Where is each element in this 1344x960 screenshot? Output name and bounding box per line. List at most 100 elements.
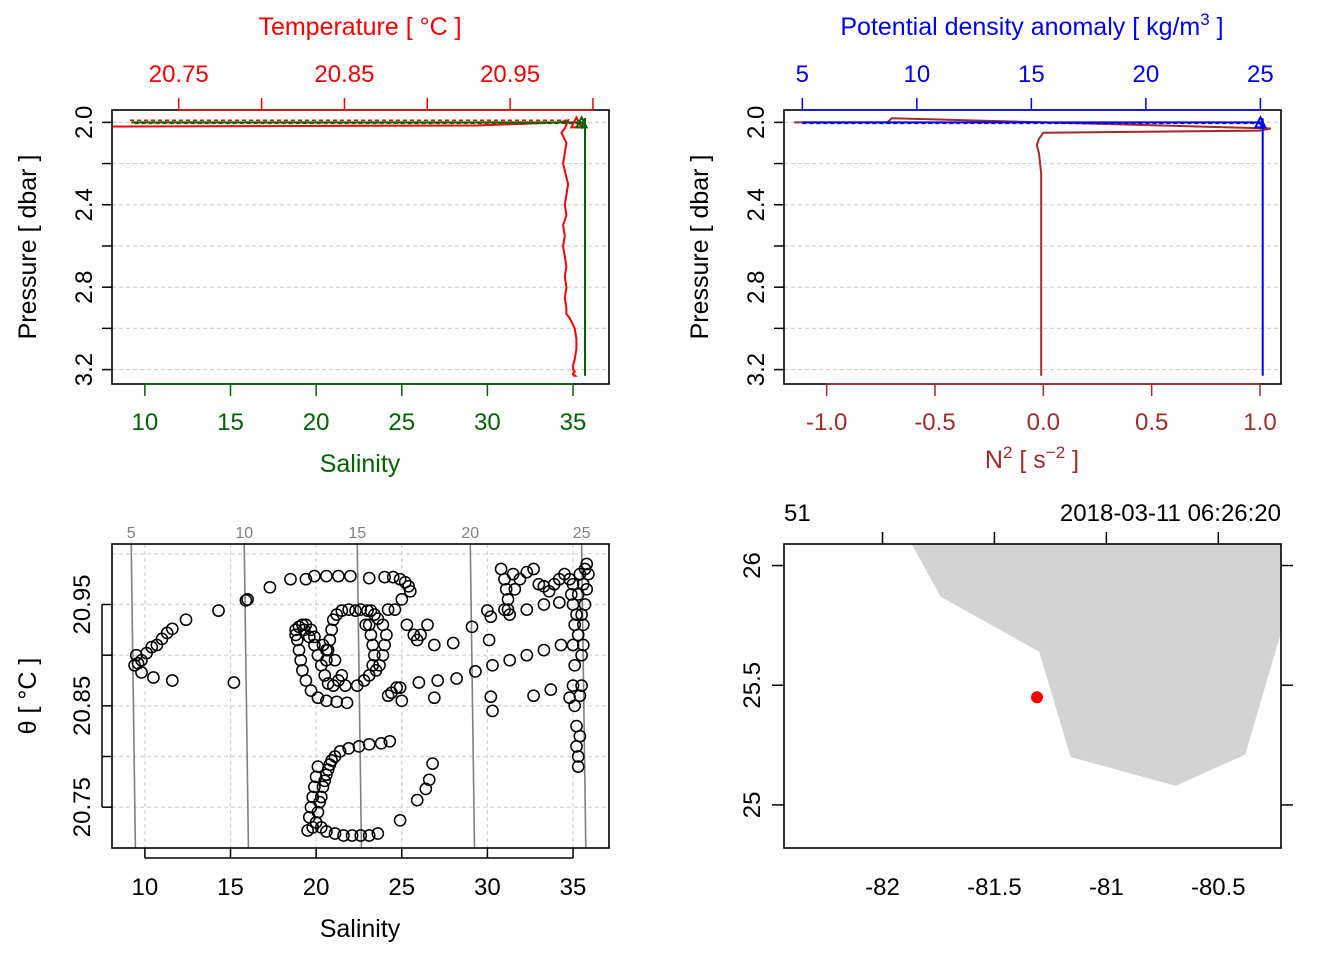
salinity-axis-title: Salinity [320, 450, 401, 478]
ts-point [513, 572, 527, 586]
density-axis: 5 10 15 20 25 [796, 61, 1274, 129]
ts-point [427, 638, 441, 652]
ts-point [571, 628, 585, 642]
ts-point [361, 604, 374, 617]
ts-point [368, 608, 381, 621]
ts-point [294, 653, 308, 667]
ts-point [520, 565, 534, 579]
ts-point [263, 580, 277, 594]
ts-point [147, 671, 160, 684]
y-tick-label: 3.2 [743, 353, 770, 386]
ts-point [431, 674, 445, 687]
ts-point [383, 734, 397, 748]
y-tick-label: 2.0 [71, 106, 98, 139]
ts-point [241, 593, 254, 606]
salinity-tick-label: 10 [132, 409, 159, 436]
ts-point [410, 793, 424, 807]
ts-point [337, 829, 350, 842]
ts-point [299, 572, 313, 586]
ts-point [320, 569, 333, 583]
y-tick-label: 2.4 [743, 188, 770, 221]
salinity-tick-label: 30 [474, 874, 501, 901]
ts-point [381, 603, 395, 616]
ts-point [354, 603, 368, 616]
ts-point [427, 691, 441, 705]
salinity-tick-label: 35 [560, 874, 587, 901]
density-tick-label: 25 [1247, 61, 1274, 88]
isopycnal-line [243, 544, 250, 848]
isopycnal-line [469, 544, 476, 848]
y-tick-label: 2.8 [743, 270, 770, 303]
ts-point [400, 618, 414, 632]
ts-point [537, 598, 551, 611]
ts-point [573, 729, 587, 743]
density-tick-label: 5 [796, 61, 809, 88]
ts-profile-grid [112, 121, 609, 371]
ts-point [364, 604, 378, 617]
n2-profile-line [794, 117, 1271, 376]
ts-point [390, 681, 403, 694]
ts-point [412, 676, 426, 689]
ts-point [465, 620, 479, 634]
isopycnal-lines [130, 544, 587, 848]
theta-axis-title: θ [ °C ] [14, 658, 42, 735]
longitude-axis: -82 -81.5 -81 -80.5 [865, 532, 1246, 901]
ts-point [486, 658, 499, 672]
station-label: 51 [784, 500, 811, 527]
ts-point [580, 582, 594, 596]
ts-point [564, 588, 578, 601]
ts-point [403, 584, 417, 598]
isopycnal-label: 25 [573, 525, 591, 542]
density-tick-label: 10 [903, 61, 930, 88]
ts-point [325, 623, 338, 637]
ts-point [578, 598, 592, 611]
ts-point [306, 790, 320, 804]
ts-point [299, 674, 313, 687]
density-n2-pressure-title: Pressure [ dbar ] [686, 155, 714, 340]
ts-point [292, 643, 306, 657]
ts-point [344, 569, 357, 583]
ts-point [364, 628, 378, 642]
density-axis-title: Potential density anomaly [ kg/m3 ] [840, 10, 1223, 41]
ts-point [320, 694, 333, 708]
ts-point [371, 827, 385, 840]
ts-point [366, 638, 380, 652]
latitude-tick-label: 25.5 [739, 662, 766, 709]
n2-axis-title: N2 [ s−2 ] [985, 443, 1079, 474]
density-tick-label: 15 [1018, 61, 1045, 88]
ts-point [321, 643, 335, 657]
ts-diagram-salinity-title: Salinity [320, 915, 401, 943]
ts-point [338, 679, 352, 692]
ts-point [482, 633, 496, 647]
ts-point [484, 610, 498, 624]
isopycnal-label: 5 [127, 525, 136, 542]
temperature-axis: 20.75 20.85 20.95 [149, 61, 594, 129]
y-tick-label: 2.8 [71, 270, 98, 303]
ts-point [575, 679, 588, 692]
salinity-tick-label: 20 [303, 874, 330, 901]
salinity-tick-label: 15 [217, 874, 244, 901]
ts-point [359, 618, 373, 632]
ts-point [537, 643, 551, 657]
ts-point [304, 684, 318, 697]
latitude-tick-label: 25 [739, 792, 766, 819]
density-profile-line [802, 118, 1264, 376]
ts-point [371, 612, 385, 626]
n2-tick-label: 1.0 [1243, 409, 1276, 436]
salinity-tick-label: 20 [303, 409, 330, 436]
ts-point [573, 689, 587, 703]
temperature-profile-line [112, 118, 578, 377]
ts-point [381, 689, 395, 703]
ts-point [499, 582, 513, 596]
ts-point [227, 676, 241, 689]
isopycnal-label: 15 [348, 525, 366, 542]
ts-point [527, 689, 540, 703]
ts-point [302, 810, 316, 824]
ts-point [330, 695, 344, 709]
ts-point [563, 691, 576, 705]
ts-point [481, 604, 494, 617]
ts-point [362, 571, 376, 585]
theta-tick-label: 20.85 [69, 676, 96, 736]
ts-point [446, 636, 460, 650]
ts-point [349, 604, 362, 617]
